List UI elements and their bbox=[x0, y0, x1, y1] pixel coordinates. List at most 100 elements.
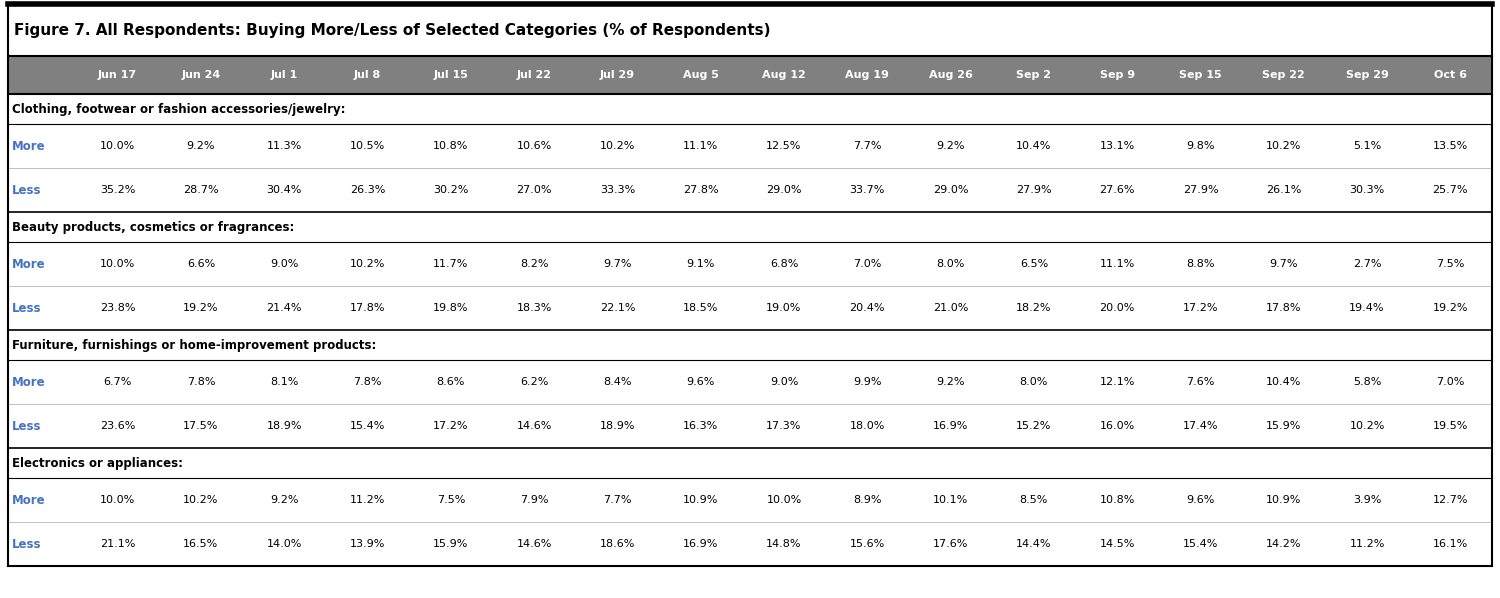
Text: 17.4%: 17.4% bbox=[1182, 421, 1218, 431]
Text: 21.1%: 21.1% bbox=[100, 539, 135, 549]
Text: 33.3%: 33.3% bbox=[600, 185, 634, 195]
Text: 18.3%: 18.3% bbox=[516, 303, 552, 313]
Text: More: More bbox=[12, 493, 45, 507]
Text: 26.3%: 26.3% bbox=[350, 185, 386, 195]
Text: 19.2%: 19.2% bbox=[1432, 303, 1468, 313]
Text: 15.9%: 15.9% bbox=[1266, 421, 1302, 431]
Text: 6.7%: 6.7% bbox=[104, 377, 132, 387]
Text: 33.7%: 33.7% bbox=[849, 185, 885, 195]
Text: Beauty products, cosmetics or fragrances:: Beauty products, cosmetics or fragrances… bbox=[12, 221, 294, 233]
Text: 22.1%: 22.1% bbox=[600, 303, 634, 313]
Text: 14.0%: 14.0% bbox=[267, 539, 302, 549]
Text: 8.0%: 8.0% bbox=[1020, 377, 1048, 387]
Text: Sep 2: Sep 2 bbox=[1017, 70, 1052, 80]
Text: 12.7%: 12.7% bbox=[1432, 495, 1468, 505]
Text: 20.0%: 20.0% bbox=[1100, 303, 1136, 313]
Text: 9.7%: 9.7% bbox=[603, 259, 632, 269]
Text: 27.9%: 27.9% bbox=[1182, 185, 1218, 195]
Text: 18.9%: 18.9% bbox=[267, 421, 302, 431]
Text: 14.8%: 14.8% bbox=[766, 539, 801, 549]
Text: 10.8%: 10.8% bbox=[433, 141, 468, 151]
Text: 23.6%: 23.6% bbox=[100, 421, 135, 431]
Text: Less: Less bbox=[12, 301, 42, 315]
Text: Jul 29: Jul 29 bbox=[600, 70, 634, 80]
Text: 9.8%: 9.8% bbox=[1186, 141, 1215, 151]
Text: 8.5%: 8.5% bbox=[1020, 495, 1048, 505]
Text: 8.6%: 8.6% bbox=[436, 377, 465, 387]
Text: 10.2%: 10.2% bbox=[1350, 421, 1384, 431]
Text: 19.0%: 19.0% bbox=[766, 303, 801, 313]
Text: 18.6%: 18.6% bbox=[600, 539, 634, 549]
Text: 30.2%: 30.2% bbox=[433, 185, 468, 195]
Text: 7.7%: 7.7% bbox=[853, 141, 882, 151]
Text: 7.0%: 7.0% bbox=[853, 259, 882, 269]
Text: 21.0%: 21.0% bbox=[933, 303, 969, 313]
Text: Aug 19: Aug 19 bbox=[846, 70, 889, 80]
Text: 16.5%: 16.5% bbox=[183, 539, 219, 549]
Text: Less: Less bbox=[12, 538, 42, 551]
Text: 17.6%: 17.6% bbox=[933, 539, 969, 549]
Text: 11.2%: 11.2% bbox=[350, 495, 386, 505]
Text: 8.8%: 8.8% bbox=[1186, 259, 1215, 269]
Text: Aug 5: Aug 5 bbox=[682, 70, 718, 80]
Text: 19.8%: 19.8% bbox=[433, 303, 468, 313]
Text: 10.2%: 10.2% bbox=[600, 141, 634, 151]
Text: 14.5%: 14.5% bbox=[1100, 539, 1136, 549]
Text: 26.1%: 26.1% bbox=[1266, 185, 1302, 195]
Text: 9.7%: 9.7% bbox=[1269, 259, 1298, 269]
Text: 9.2%: 9.2% bbox=[936, 377, 964, 387]
Text: Sep 15: Sep 15 bbox=[1179, 70, 1222, 80]
Text: 6.2%: 6.2% bbox=[520, 377, 549, 387]
Text: Figure 7. All Respondents: Buying More/Less of Selected Categories (% of Respond: Figure 7. All Respondents: Buying More/L… bbox=[13, 23, 771, 38]
Text: 27.0%: 27.0% bbox=[516, 185, 552, 195]
Text: 9.2%: 9.2% bbox=[936, 141, 964, 151]
Text: 13.1%: 13.1% bbox=[1100, 141, 1136, 151]
Text: 7.8%: 7.8% bbox=[354, 377, 382, 387]
Text: 8.2%: 8.2% bbox=[520, 259, 549, 269]
Text: 11.7%: 11.7% bbox=[433, 259, 468, 269]
Text: Clothing, footwear or fashion accessories/jewelry:: Clothing, footwear or fashion accessorie… bbox=[12, 102, 345, 115]
Text: 19.5%: 19.5% bbox=[1432, 421, 1468, 431]
Text: 11.1%: 11.1% bbox=[682, 141, 718, 151]
Text: 10.0%: 10.0% bbox=[100, 141, 135, 151]
Text: 17.2%: 17.2% bbox=[433, 421, 468, 431]
Text: 10.2%: 10.2% bbox=[350, 259, 386, 269]
Text: 10.4%: 10.4% bbox=[1266, 377, 1302, 387]
Text: 6.8%: 6.8% bbox=[770, 259, 798, 269]
Text: 11.2%: 11.2% bbox=[1350, 539, 1384, 549]
Text: 7.5%: 7.5% bbox=[436, 495, 465, 505]
Text: 17.2%: 17.2% bbox=[1182, 303, 1218, 313]
Text: 16.3%: 16.3% bbox=[682, 421, 718, 431]
Text: Jun 24: Jun 24 bbox=[182, 70, 220, 80]
Text: 30.4%: 30.4% bbox=[267, 185, 302, 195]
Text: 18.2%: 18.2% bbox=[1016, 303, 1052, 313]
Text: 23.8%: 23.8% bbox=[100, 303, 135, 313]
Text: Less: Less bbox=[12, 420, 42, 432]
Text: 9.6%: 9.6% bbox=[687, 377, 716, 387]
Text: 21.4%: 21.4% bbox=[267, 303, 302, 313]
Text: More: More bbox=[12, 139, 45, 152]
Text: Jul 15: Jul 15 bbox=[433, 70, 468, 80]
Text: 5.8%: 5.8% bbox=[1353, 377, 1382, 387]
Text: 10.0%: 10.0% bbox=[766, 495, 801, 505]
Text: 10.9%: 10.9% bbox=[682, 495, 718, 505]
Text: 7.7%: 7.7% bbox=[603, 495, 632, 505]
Text: 27.8%: 27.8% bbox=[682, 185, 718, 195]
Text: 17.8%: 17.8% bbox=[350, 303, 386, 313]
Text: 10.8%: 10.8% bbox=[1100, 495, 1136, 505]
Text: 10.0%: 10.0% bbox=[100, 259, 135, 269]
Text: 12.1%: 12.1% bbox=[1100, 377, 1136, 387]
Text: 10.4%: 10.4% bbox=[1016, 141, 1052, 151]
Text: 9.0%: 9.0% bbox=[270, 259, 298, 269]
Text: 7.9%: 7.9% bbox=[520, 495, 549, 505]
Text: 14.6%: 14.6% bbox=[516, 421, 552, 431]
Text: 7.6%: 7.6% bbox=[1186, 377, 1215, 387]
Text: 30.3%: 30.3% bbox=[1350, 185, 1384, 195]
Text: Oct 6: Oct 6 bbox=[1434, 70, 1467, 80]
Text: 15.4%: 15.4% bbox=[1184, 539, 1218, 549]
Text: 8.1%: 8.1% bbox=[270, 377, 298, 387]
Text: 16.1%: 16.1% bbox=[1432, 539, 1468, 549]
Text: 15.9%: 15.9% bbox=[433, 539, 468, 549]
Text: 35.2%: 35.2% bbox=[100, 185, 135, 195]
Text: 9.2%: 9.2% bbox=[270, 495, 298, 505]
